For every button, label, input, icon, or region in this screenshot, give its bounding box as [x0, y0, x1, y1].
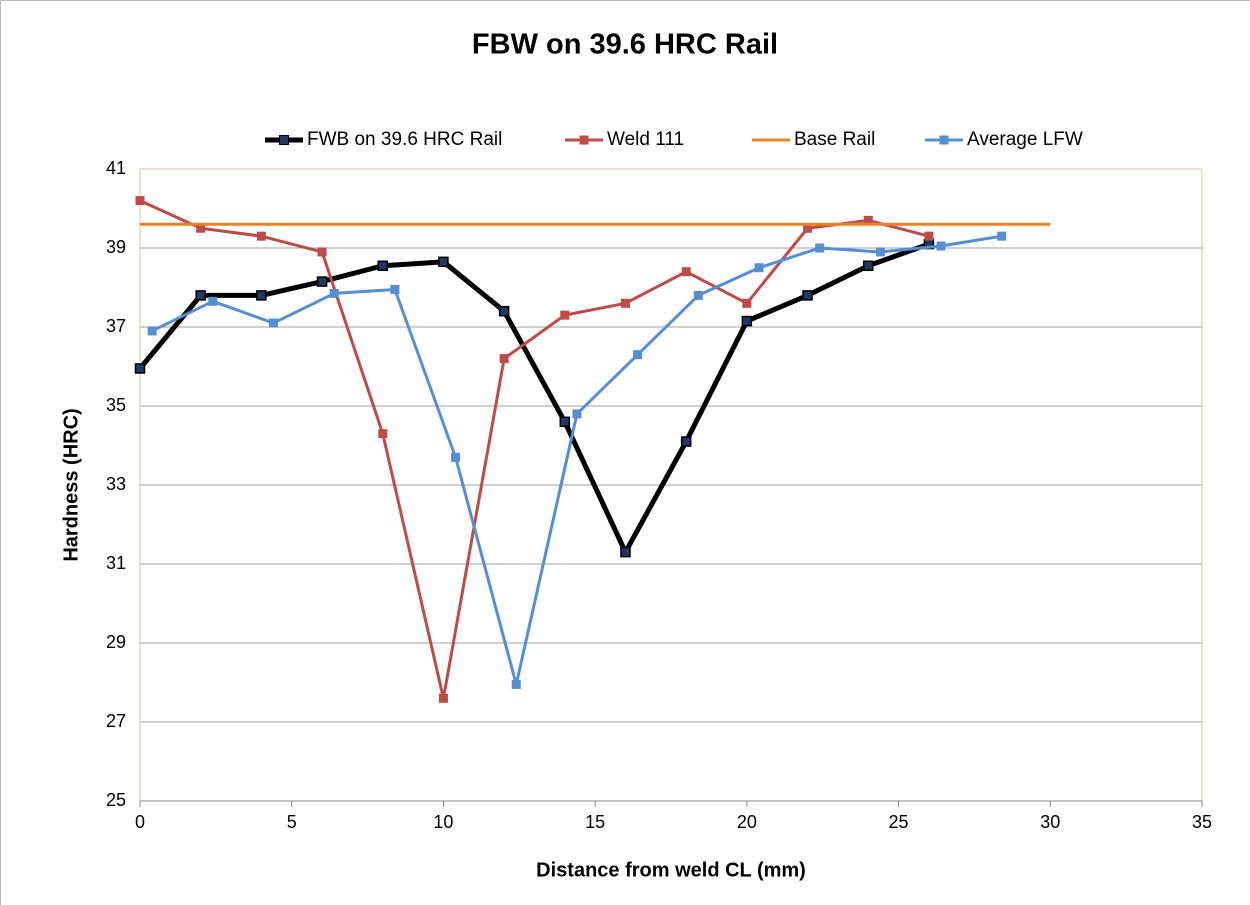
data-point — [936, 241, 946, 251]
series-line — [138, 241, 930, 555]
data-point — [924, 231, 934, 241]
x-tick-label: 10 — [433, 812, 453, 832]
data-point — [620, 298, 630, 308]
data-point — [195, 290, 206, 301]
y-tick-label: 31 — [106, 553, 126, 573]
y-tick-label: 25 — [106, 790, 126, 810]
data-point — [863, 215, 873, 225]
data-point — [742, 298, 752, 308]
x-tick-label: 5 — [287, 812, 297, 832]
data-point — [377, 260, 388, 272]
x-axis-title: Distance from weld CL (mm) — [536, 859, 806, 881]
legend-marker — [579, 135, 589, 145]
x-tick-label: 35 — [1192, 812, 1212, 832]
legend-marker — [279, 135, 289, 145]
data-point — [269, 318, 279, 328]
data-point — [511, 679, 521, 689]
data-point — [134, 363, 146, 374]
data-point — [572, 409, 582, 419]
y-tick-label: 41 — [106, 158, 126, 178]
data-point — [390, 284, 400, 294]
data-point — [815, 243, 825, 253]
data-point — [997, 231, 1007, 241]
y-tick-label: 27 — [106, 711, 126, 731]
data-point — [498, 305, 510, 317]
legend-label: Average LFW — [967, 129, 1083, 150]
y-tick-label: 33 — [106, 474, 126, 494]
x-tick-label: 15 — [585, 812, 605, 832]
data-point — [754, 263, 764, 273]
data-point — [438, 693, 448, 703]
legend-marker — [939, 135, 949, 145]
data-point — [316, 276, 328, 287]
data-point — [693, 290, 703, 300]
data-point — [499, 354, 509, 364]
data-point — [633, 350, 643, 360]
y-tick-label: 39 — [106, 237, 126, 257]
y-tick-label: 37 — [106, 316, 126, 336]
data-point — [329, 288, 339, 298]
data-point — [208, 296, 218, 306]
data-point — [559, 416, 571, 428]
series-line — [139, 199, 930, 700]
y-tick-label: 29 — [106, 632, 126, 652]
data-point — [681, 267, 691, 277]
data-point — [438, 256, 449, 268]
data-point — [378, 429, 388, 439]
data-point — [256, 290, 267, 301]
data-point — [862, 260, 874, 272]
series-line — [151, 234, 1002, 686]
data-point — [196, 223, 206, 233]
data-point — [875, 247, 885, 257]
data-point — [135, 196, 145, 206]
x-tick-label: 20 — [737, 812, 757, 832]
data-point — [620, 546, 631, 558]
data-point — [317, 247, 327, 257]
data-point — [741, 315, 753, 327]
chart-title: FBW on 39.6 HRC Rail — [472, 29, 778, 61]
y-tick-label: 35 — [106, 395, 126, 415]
data-point — [451, 452, 461, 462]
legend-label: Weld 111 — [607, 129, 684, 150]
data-point — [680, 436, 692, 447]
data-point — [560, 310, 570, 320]
data-point — [803, 223, 813, 233]
data-point — [802, 290, 813, 301]
x-tick-label: 25 — [889, 812, 909, 832]
legend-label: Base Rail — [794, 129, 875, 150]
legend-label: FWB on 39.6 HRC Rail — [307, 129, 502, 150]
data-point — [256, 231, 266, 241]
x-tick-label: 30 — [1040, 812, 1060, 832]
data-point — [147, 326, 157, 336]
y-axis-title: Hardness (HRC) — [60, 408, 82, 561]
x-tick-label: 0 — [135, 812, 145, 832]
